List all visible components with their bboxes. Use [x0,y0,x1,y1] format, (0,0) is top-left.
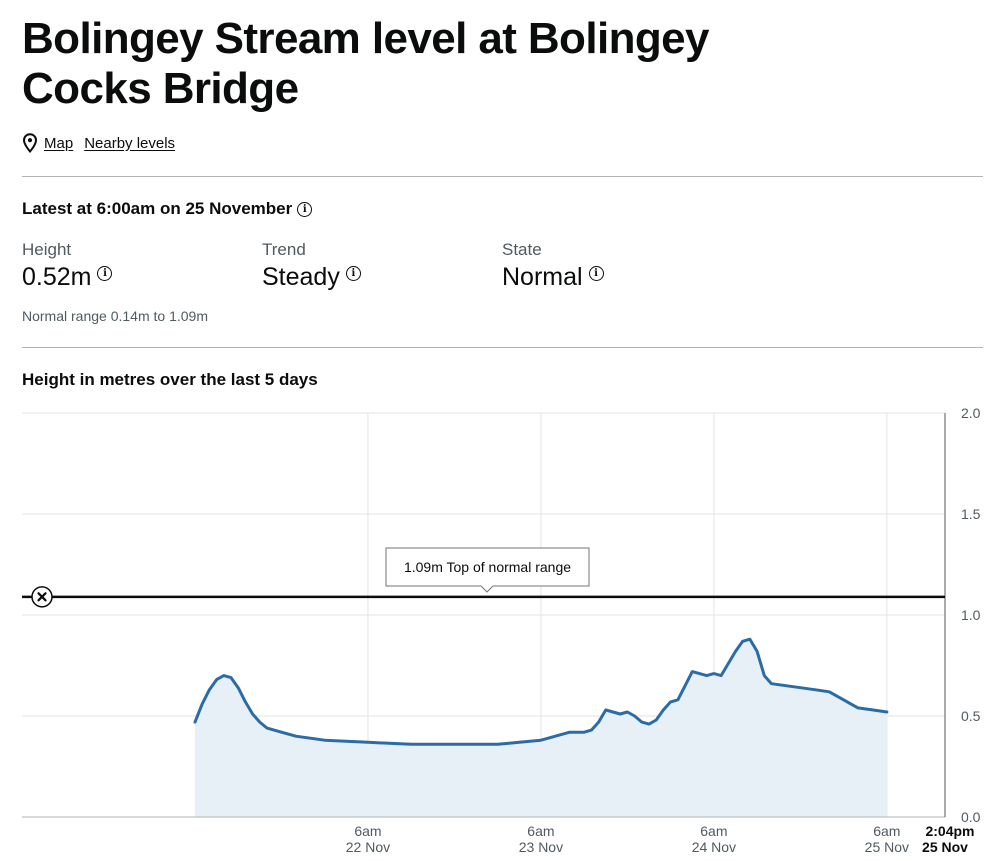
metric-label: Trend [262,240,306,259]
threshold-tooltip [385,547,590,593]
metric-height: Height 0.52m i [22,240,113,292]
chart-heading: Height in metres over the last 5 days [22,370,318,389]
metric-label: State [502,240,542,259]
x-tick-label: 6am [700,823,727,839]
level-area [195,639,887,817]
x-tick-label: 6am [354,823,381,839]
now-time-label: 2:04pm [925,823,974,839]
x-tick-label: 23 Nov [519,839,563,855]
latest-reading-heading: Latest at 6:00am on 25 November i [22,199,313,219]
x-tick-label: 22 Nov [346,839,390,855]
close-icon [37,592,47,602]
metric-label: Height [22,240,72,259]
y-tick-label: 2.0 [961,405,981,421]
threshold-label: 1.09m Top of normal range [404,559,571,575]
page-title: Bolingey Stream level at Bolingey Cocks … [22,14,709,113]
threshold-remove-button[interactable] [31,586,53,608]
y-tick-label: 1.5 [961,506,981,522]
divider-top [22,176,983,177]
y-tick-label: 0.5 [961,708,981,724]
info-icon[interactable]: i [345,266,361,281]
x-tick-label: 24 Nov [692,839,736,855]
info-icon[interactable]: i [297,201,313,217]
map-pin-icon [22,133,38,153]
x-tick-label: 25 Nov [865,839,909,855]
info-icon[interactable]: i [97,266,113,281]
now-date-label: 25 Nov [922,839,968,855]
location-links: Map Nearby levels [22,131,186,155]
level-line [193,637,889,746]
nearby-levels-link[interactable]: Nearby levels [84,134,176,152]
x-tick-label: 6am [873,823,900,839]
y-tick-label: 1.0 [961,607,981,623]
normal-range-text: Normal range 0.14m to 1.09m [22,308,208,324]
metric-value: 0.52m [22,263,92,291]
x-tick-label: 6am [527,823,554,839]
info-icon[interactable]: i [588,266,604,281]
metric-value: Steady [262,263,340,291]
metric-trend: Trend Steady i [262,240,361,292]
metric-state: State Normal i [502,240,604,292]
latest-reading-text: Latest at 6:00am on 25 November [22,199,293,218]
divider-chart [22,347,983,348]
map-link[interactable]: Map [44,134,74,152]
metric-value: Normal [502,263,583,291]
y-tick-label: 0.0 [961,809,981,825]
